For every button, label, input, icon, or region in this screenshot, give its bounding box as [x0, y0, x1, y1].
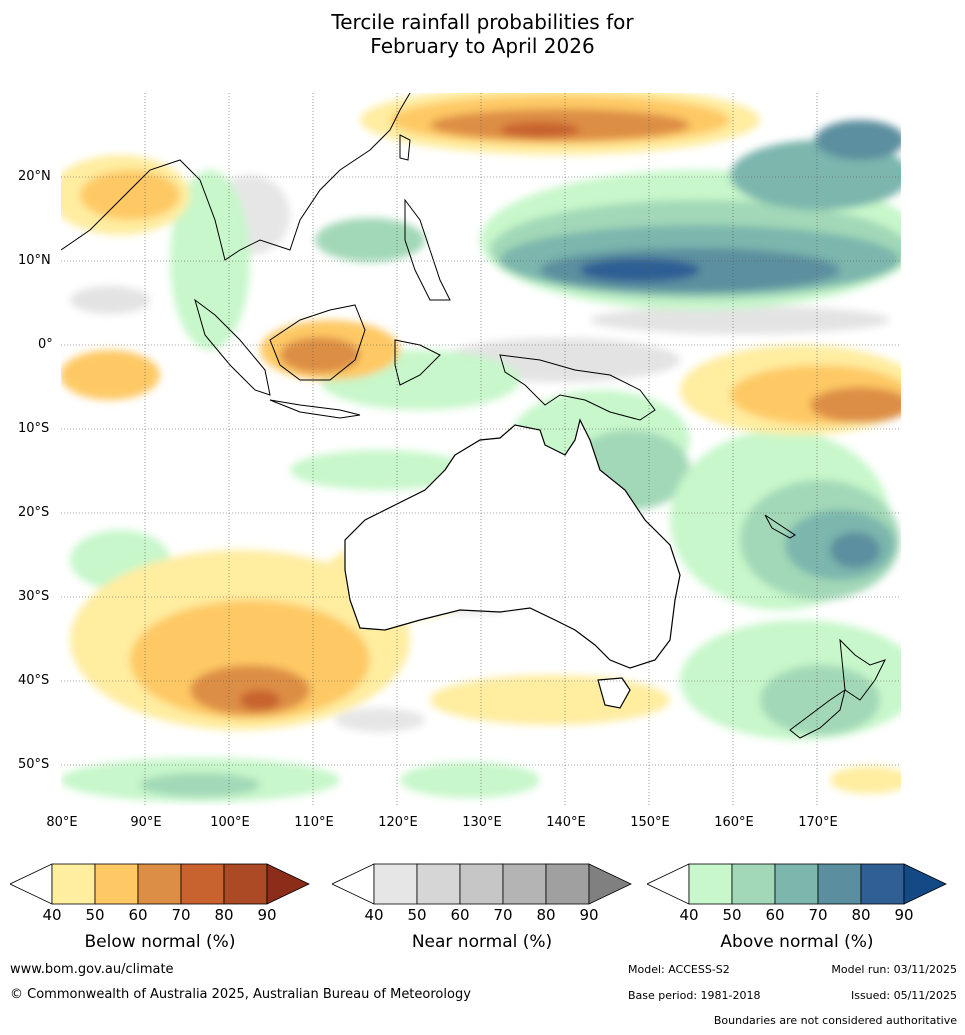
philippines-land	[404, 198, 451, 301]
below-swatch-0	[51, 863, 96, 905]
lat-label-10s: 10°S	[18, 421, 50, 436]
new-guinea-land	[499, 354, 656, 421]
probability-fields	[61, 93, 901, 802]
sulawesi-land	[394, 339, 441, 386]
new-zealand-north	[839, 638, 886, 701]
title-line-2: February to April 2026	[370, 34, 595, 58]
lon-label-170e: 170°E	[798, 815, 838, 830]
below-tick: 40	[42, 906, 62, 924]
near-colorbar-swatches	[332, 863, 632, 905]
lat-label-20s: 20°S	[18, 505, 50, 520]
lat-label-40s: 40°S	[18, 673, 50, 688]
above-normal-colorbar	[647, 862, 947, 906]
lon-label-80e: 80°E	[46, 815, 78, 830]
above-tick: 60	[765, 906, 785, 924]
near-swatch-4	[545, 863, 590, 905]
java-land	[269, 399, 361, 419]
lat-label-20n: 20°N	[18, 169, 51, 184]
above-swatch-4	[860, 863, 905, 905]
australia-land	[344, 418, 681, 669]
above-over-triangle	[903, 863, 947, 905]
near-normal-colorbar	[332, 862, 632, 906]
copyright-text: © Commonwealth of Australia 2025, Austra…	[10, 987, 471, 1002]
near-tick: 70	[493, 906, 513, 924]
new-zealand-south	[789, 688, 846, 739]
above-colorbar-swatches	[647, 863, 947, 905]
taiwan-land	[399, 134, 411, 161]
boundaries-disclaimer: Boundaries are not considered authoritat…	[713, 1014, 957, 1027]
near-swatch-2	[459, 863, 504, 905]
lon-label-110e: 110°E	[294, 815, 334, 830]
title-line-1: Tercile rainfall probabilities for	[331, 10, 634, 34]
lat-label-10n: 10°N	[18, 253, 51, 268]
issued-date: Issued: 05/11/2025	[850, 989, 957, 1002]
lon-label-120e: 120°E	[378, 815, 418, 830]
near-swatch-0	[373, 863, 418, 905]
below-swatch-4	[223, 863, 268, 905]
above-swatch-3	[817, 863, 862, 905]
lon-label-140e: 140°E	[546, 815, 586, 830]
near-tick: 60	[450, 906, 470, 924]
above-tick: 40	[679, 906, 699, 924]
website-link[interactable]: www.bom.gov.au/climate	[10, 962, 174, 977]
below-under-triangle	[10, 863, 53, 905]
map-title: Tercile rainfall probabilities for Febru…	[0, 10, 965, 58]
above-swatch-2	[774, 863, 819, 905]
below-ticks: 40 50 60 70 80 90	[42, 906, 276, 926]
above-under-triangle	[647, 863, 690, 905]
base-period: Base period: 1981-2018	[628, 989, 761, 1002]
near-swatch-1	[416, 863, 461, 905]
below-over-triangle	[266, 863, 310, 905]
above-swatch-1	[731, 863, 776, 905]
lat-label-30s: 30°S	[18, 589, 50, 604]
above-swatch-0	[688, 863, 733, 905]
lon-label-130e: 130°E	[462, 815, 502, 830]
lon-label-160e: 160°E	[714, 815, 754, 830]
below-swatch-1	[94, 863, 139, 905]
above-tick: 70	[808, 906, 828, 924]
tasmania-land	[597, 677, 631, 709]
near-over-triangle	[588, 863, 632, 905]
below-normal-colorbar	[10, 862, 310, 906]
above-tick: 50	[722, 906, 742, 924]
near-under-triangle	[332, 863, 375, 905]
borneo-land	[269, 304, 366, 381]
below-tick: 70	[171, 906, 191, 924]
below-swatch-3	[180, 863, 225, 905]
probability-map	[61, 93, 901, 806]
lat-label-50s: 50°S	[18, 757, 50, 772]
above-tick: 90	[894, 906, 914, 924]
near-tick: 90	[579, 906, 599, 924]
near-swatch-3	[502, 863, 547, 905]
below-normal-title: Below normal (%)	[84, 932, 236, 952]
near-tick: 50	[407, 906, 427, 924]
lat-label-0: 0°	[38, 337, 53, 352]
below-tick: 60	[128, 906, 148, 924]
near-normal-title: Near normal (%)	[411, 932, 553, 952]
above-ticks: 40 50 60 70 80 90	[679, 906, 913, 926]
near-tick: 40	[364, 906, 384, 924]
lon-label-100e: 100°E	[210, 815, 250, 830]
below-swatch-2	[137, 863, 182, 905]
below-tick: 50	[85, 906, 105, 924]
near-tick: 80	[536, 906, 556, 924]
lon-label-150e: 150°E	[630, 815, 670, 830]
lon-label-90e: 90°E	[130, 815, 162, 830]
near-ticks: 40 50 60 70 80 90	[364, 906, 598, 926]
above-normal-title: Above normal (%)	[720, 932, 874, 952]
above-tick: 80	[851, 906, 871, 924]
below-colorbar-swatches	[10, 863, 310, 905]
below-tick: 80	[214, 906, 234, 924]
model-name: Model: ACCESS-S2	[628, 963, 730, 976]
new-caledonia-land	[764, 514, 796, 539]
model-run-date: Model run: 03/11/2025	[831, 963, 957, 976]
gridlines	[61, 93, 901, 806]
sumatra-land	[194, 298, 271, 396]
below-tick: 90	[257, 906, 277, 924]
